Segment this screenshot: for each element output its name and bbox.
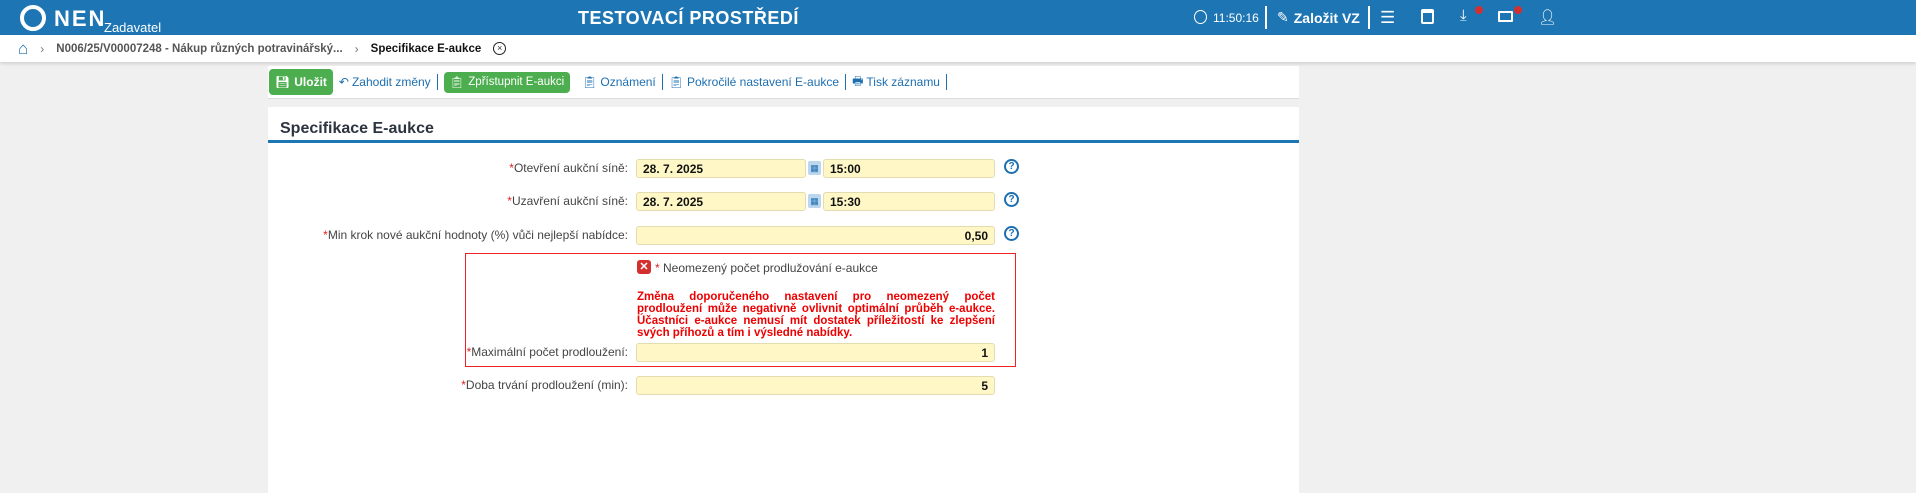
- discard-label: Zahodit změny: [351, 75, 431, 89]
- close-tab-icon[interactable]: ×: [493, 42, 507, 55]
- min-step-input[interactable]: 0,50: [636, 226, 995, 245]
- unlimited-extensions-label[interactable]: * Neomezený počet prodlužování e-aukce: [655, 261, 878, 275]
- max-label-text: Maximální počet prodloužení:: [471, 345, 628, 359]
- clipboard-icon: 📋︎: [582, 75, 598, 89]
- printer-icon: 🖶: [852, 73, 864, 88]
- warning-message: Změna doporučeného nastavení pro neomeze…: [637, 291, 995, 339]
- divider: [945, 74, 947, 90]
- publish-auction-button[interactable]: 📋︎ Zpřístupnit E-aukci: [443, 71, 571, 93]
- title-underline: [268, 140, 1299, 143]
- required-mark: *: [323, 228, 328, 242]
- help-icon[interactable]: ?: [1004, 226, 1019, 241]
- role-label: Zadavatel: [104, 20, 162, 35]
- divider: [436, 74, 438, 90]
- chevron-right-icon: ›: [40, 41, 45, 56]
- chevron-right-icon: ›: [354, 41, 359, 56]
- divider: [661, 74, 663, 90]
- breadcrumb-item-contract[interactable]: N006/25/V00007248 - Nákup různých potrav…: [56, 42, 343, 55]
- notification-badge: [1514, 6, 1522, 14]
- nen-logo-icon[interactable]: [20, 5, 46, 31]
- toolbar: 💾︎ Uložit ↶ Zahodit změny 📋︎ Zpřístupnit E-…: [268, 66, 1299, 99]
- clipboard-icon: 📋︎: [668, 75, 684, 89]
- help-icon[interactable]: ?: [1004, 192, 1019, 207]
- close-label-text: Uzavření aukční síně:: [511, 194, 628, 208]
- page-title: Specifikace E-aukce: [280, 120, 434, 137]
- logo-text[interactable]: NEN: [54, 6, 107, 31]
- publish-label: Zpřístupnit E-aukci: [468, 76, 565, 88]
- clock-icon: [1194, 10, 1207, 24]
- undo-icon: ↶: [338, 75, 349, 89]
- calendar-icon[interactable]: ▦: [808, 161, 821, 175]
- open-date-input[interactable]: 28. 7. 2025: [636, 159, 806, 178]
- advanced-label: Pokročilé nastavení E-aukce: [686, 75, 840, 89]
- calendar-icon[interactable]: [1421, 9, 1434, 24]
- close-time-input[interactable]: 15:30: [823, 192, 995, 211]
- max-extensions-label: *Maximální počet prodloužení:: [228, 345, 628, 359]
- close-label: *Uzavření aukční síně:: [228, 194, 628, 208]
- edit-icon: ✎: [1277, 9, 1289, 25]
- breadcrumb-item-current: Specifikace E-aukce: [370, 42, 482, 55]
- print-label: Tisk záznamu: [866, 75, 940, 89]
- duration-label-text: Doba trvání prodloužení (min):: [465, 378, 628, 392]
- divider: [845, 74, 847, 90]
- discard-changes-link[interactable]: ↶ Zahodit změny: [339, 75, 431, 89]
- save-icon: 💾︎: [275, 75, 291, 89]
- notice-label: Oznámení: [600, 75, 656, 89]
- environment-title: TESTOVACÍ PROSTŘEDÍ: [578, 8, 799, 28]
- required-mark: *: [509, 161, 514, 175]
- calendar-icon[interactable]: ▦: [808, 194, 821, 208]
- extension-duration-label: *Doba trvání prodloužení (min):: [228, 378, 628, 392]
- save-label: Uložit: [294, 75, 327, 89]
- user-icon[interactable]: 👤︎: [1538, 9, 1558, 26]
- unlimited-extensions-checkbox[interactable]: ✕: [637, 260, 651, 274]
- extension-duration-input[interactable]: 5: [636, 376, 995, 395]
- min-step-label: *Min krok nové aukční hodnoty (%) vůči n…: [228, 228, 628, 242]
- help-icon[interactable]: ?: [1004, 159, 1019, 174]
- clipboard-icon: 📋︎: [449, 77, 465, 89]
- max-extensions-input[interactable]: 1: [636, 343, 995, 362]
- menu-icon[interactable]: ☰: [1380, 8, 1396, 27]
- required-mark: *: [466, 345, 472, 359]
- unlimited-label-text: Neomezený počet prodlužování e-aukce: [663, 261, 878, 275]
- breadcrumb: ⌂ › N006/25/V00007248 - Nákup různých po…: [0, 35, 1916, 62]
- server-time: 11:50:16: [1213, 11, 1259, 25]
- extension-warning-box: [465, 253, 1016, 367]
- required-mark: *: [655, 261, 660, 275]
- print-record-link[interactable]: 🖶 Tisk záznamu: [852, 72, 940, 93]
- download-icon[interactable]: ⤓: [1460, 7, 1467, 24]
- home-icon[interactable]: ⌂: [18, 38, 29, 58]
- divider: [1368, 6, 1370, 29]
- mail-icon[interactable]: [1498, 11, 1513, 22]
- close-date-input[interactable]: 28. 7. 2025: [636, 192, 806, 211]
- top-header: NEN Zadavatel TESTOVACÍ PROSTŘEDÍ 11:50:…: [0, 0, 1916, 35]
- required-mark: *: [507, 194, 512, 208]
- open-label: *Otevření aukční síně:: [228, 161, 628, 175]
- notification-badge: [1475, 6, 1483, 14]
- create-vz-button[interactable]: ✎ Založit VZ: [1277, 9, 1360, 26]
- open-label-text: Otevření aukční síně:: [513, 161, 628, 175]
- open-time-input[interactable]: 15:00: [823, 159, 995, 178]
- divider: [1265, 6, 1267, 29]
- save-button[interactable]: 💾︎ Uložit: [269, 69, 333, 95]
- advanced-settings-link[interactable]: 📋︎ Pokročilé nastavení E-aukce: [669, 75, 839, 89]
- notice-link[interactable]: 📋︎ Oznámení: [582, 75, 656, 89]
- min-step-label-text: Min krok nové aukční hodnoty (%) vůči ne…: [327, 228, 628, 242]
- required-mark: *: [461, 378, 466, 392]
- create-vz-label: Založit VZ: [1293, 9, 1360, 26]
